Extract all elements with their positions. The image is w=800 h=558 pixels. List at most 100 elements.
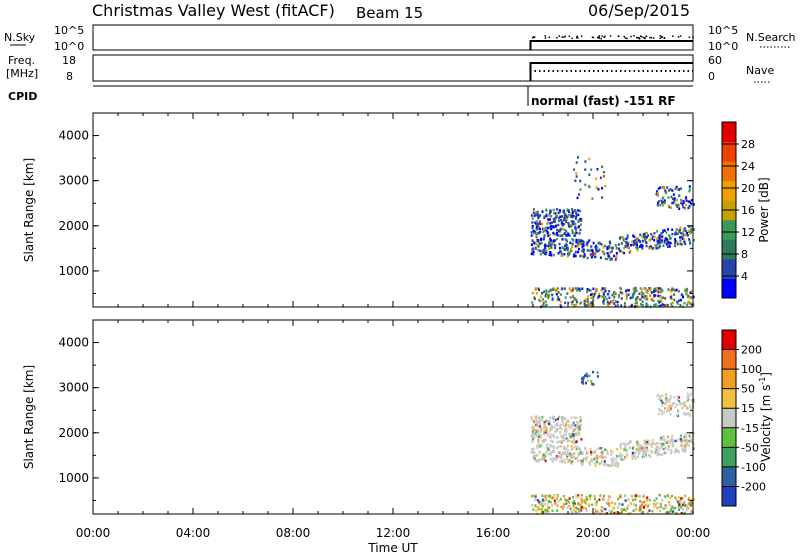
heatmap-cell [539,253,542,256]
heatmap-cell [613,295,616,299]
heatmap-cell [559,423,562,427]
heatmap-cell [624,499,627,502]
heatmap-cell [684,229,687,233]
heatmap-cell [538,220,541,223]
heatmap-cell [564,220,567,223]
heatmap-cell [632,234,635,237]
heatmap-cell [542,248,545,252]
heatmap-cell [565,230,568,233]
heatmap-cell [576,459,579,463]
heatmap-cell [567,209,570,212]
heatmap-cell [588,303,591,306]
heatmap-cell [681,232,684,236]
heatmap-cell [545,291,548,295]
heatmap-cell [692,295,695,299]
heatmap-cell [537,420,540,424]
heatmap-cell [562,451,565,455]
heatmap-cell [624,447,627,450]
heatmap-cell [643,455,646,459]
heatmap-cell [663,199,666,202]
heatmap-cell [659,409,662,412]
heatmap-cell [593,450,596,454]
heatmap-cell [607,498,610,502]
heatmap-cell [570,248,573,251]
heatmap-cell [676,398,679,401]
heatmap-cell [552,242,555,245]
heatmap-cell [543,495,546,498]
nave-tick-bottom: 0 [708,70,715,83]
heatmap-cell [662,438,665,442]
heatmap-cell [647,503,650,507]
heatmap-cell [553,499,556,503]
heatmap-cell [644,504,647,508]
heatmap-cell [586,300,589,303]
heatmap-cell [657,240,660,244]
heatmap-cell [537,440,540,444]
heatmap-cell [590,503,593,507]
heatmap-cell [540,249,543,253]
heatmap-cell [575,238,578,242]
heatmap-cell [614,244,617,247]
heatmap-cell [662,447,665,451]
heatmap-cell [556,504,559,508]
heatmap-cell [588,288,591,292]
heatmap-cell [659,395,662,398]
heatmap-cell [644,239,647,243]
heatmap-cell [582,378,585,382]
heatmap-cell [564,248,567,251]
heatmap-cell [545,429,548,432]
heatmap-cell [665,243,668,246]
heatmap-cell [578,510,581,513]
heatmap-cell [641,235,644,239]
heatmap-cell [651,441,654,445]
heatmap-cell [550,439,553,442]
heatmap-cell [578,243,581,246]
nsearch-point [692,36,694,39]
heatmap-cell [640,303,643,306]
heatmap-cell [563,248,566,251]
heatmap-cell [558,216,561,220]
heatmap-cell [560,453,563,457]
heatmap-cell [687,444,690,447]
heatmap-cell [566,248,569,252]
heatmap-cell [550,424,553,427]
heatmap-cell [542,301,545,305]
heatmap-cell [691,226,694,229]
heatmap-cell [552,440,555,444]
heatmap-cell [626,507,629,510]
heatmap-cell [570,290,573,293]
heatmap-cell [645,454,648,458]
heatmap-cell [596,500,599,503]
heatmap-cell [546,231,549,235]
heatmap-cell [655,497,658,500]
heatmap-cell [609,495,612,499]
y-tick-label: 3000 [58,174,89,188]
heatmap-cell [612,460,615,463]
heatmap-cell [547,244,550,248]
heatmap-cell [552,435,555,438]
heatmap-cell [692,498,695,501]
heatmap-cell [563,228,566,232]
heatmap-cell [573,253,576,256]
heatmap-cell [560,222,563,225]
heatmap-cell [663,411,666,414]
heatmap-cell [570,302,573,306]
heatmap-cell [655,442,658,446]
heatmap-cell [575,416,578,420]
heatmap-cell [684,494,687,498]
heatmap-cell [689,503,692,507]
heatmap-cell [563,211,566,215]
heatmap-cell [558,426,561,429]
heatmap-cell [640,243,643,247]
heatmap-cell [641,300,644,304]
heatmap-cell [687,497,690,500]
heatmap-cell [551,415,554,419]
heatmap-cell [684,450,687,453]
heatmap-cell [610,250,613,253]
heatmap-cell [533,432,536,435]
heatmap-cell [577,502,580,505]
heatmap-cell [676,403,679,407]
heatmap-cell [630,304,633,307]
heatmap-cell [565,218,568,221]
